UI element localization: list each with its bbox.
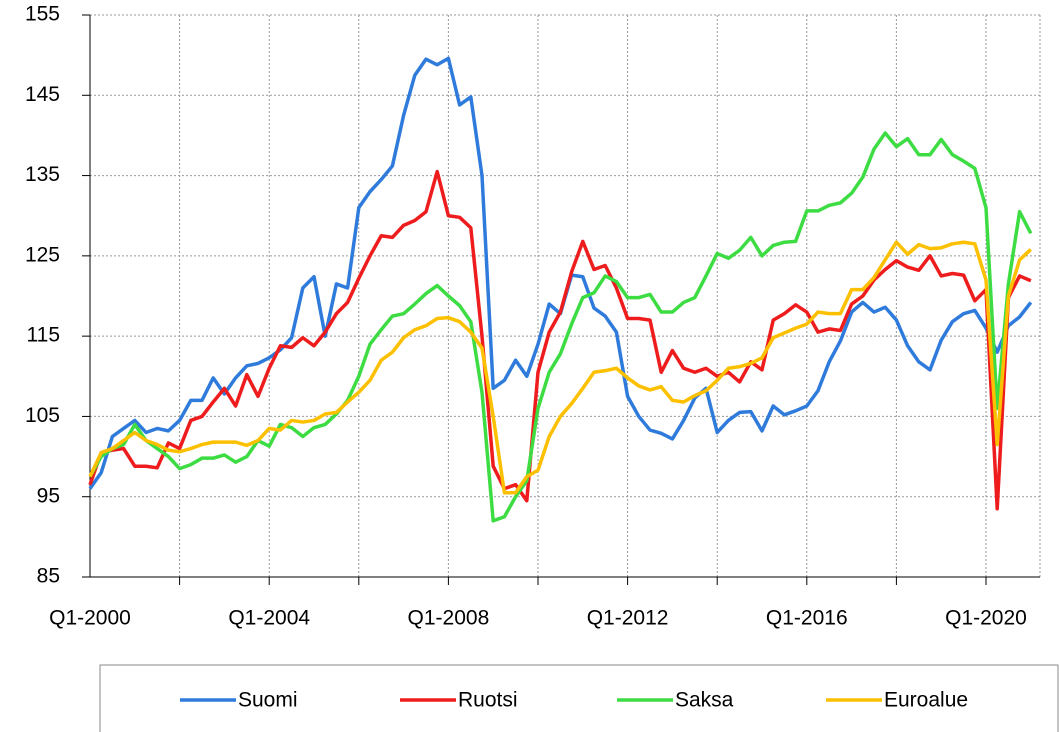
data-line bbox=[88, 131, 1033, 523]
legend-label: Saksa bbox=[675, 689, 734, 712]
y-tick-label: 95 bbox=[37, 484, 60, 507]
x-tick-label: Q1-2004 bbox=[228, 607, 310, 630]
data-line bbox=[88, 240, 1032, 495]
x-tick-label: Q1-2020 bbox=[945, 607, 1027, 630]
y-tick-label: 105 bbox=[25, 404, 60, 427]
y-tick-label: 85 bbox=[37, 565, 60, 588]
x-tick-label: Q1-2016 bbox=[766, 607, 848, 630]
y-tick-label: 115 bbox=[27, 324, 60, 347]
x-tick-label: Q1-2008 bbox=[408, 607, 490, 630]
data-line bbox=[88, 56, 1033, 490]
y-tick-label: 125 bbox=[25, 243, 60, 266]
legend-label: Euroalue bbox=[884, 689, 968, 712]
y-tick-label: 135 bbox=[25, 163, 60, 186]
y-tick-label: 145 bbox=[25, 83, 60, 106]
x-tick-label: Q1-2000 bbox=[49, 607, 131, 630]
legend-box bbox=[99, 664, 1059, 732]
x-tick-label: Q1-2012 bbox=[587, 607, 669, 630]
legend-label: Suomi bbox=[238, 689, 298, 712]
legend-label: Ruotsi bbox=[458, 689, 518, 712]
y-tick-label: 155 bbox=[25, 3, 60, 26]
